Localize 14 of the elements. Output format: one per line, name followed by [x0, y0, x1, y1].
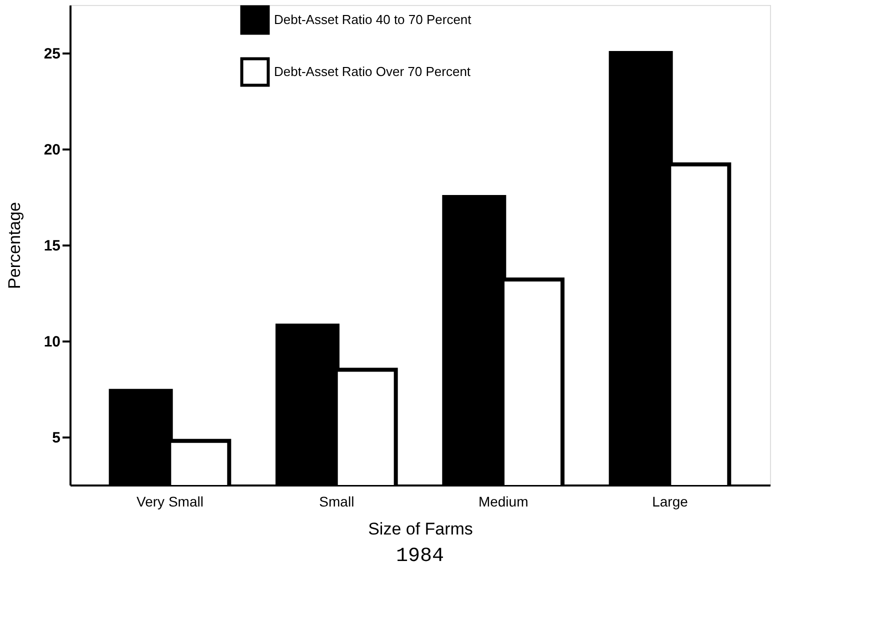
x-tick-label: Very Small: [136, 494, 204, 510]
y-tick-label: 10: [44, 334, 60, 350]
x-axis-title: Size of Farms: [368, 520, 473, 538]
x-tick-label: Large: [652, 494, 688, 510]
y-axis-title: Percentage: [4, 202, 24, 289]
x-tick-label: Medium: [478, 494, 528, 510]
y-tick-label: 25: [44, 46, 60, 62]
y-tick-label: 20: [44, 142, 60, 158]
legend-label: Debt-Asset Ratio 40 to 70 Percent: [274, 12, 472, 27]
text: 1984: [396, 545, 444, 568]
y-tick-label: 5: [52, 430, 60, 446]
legend-label: Debt-Asset Ratio Over 70 Percent: [274, 64, 471, 79]
y-tick-label: 15: [44, 238, 60, 254]
x-tick-label: Small: [319, 494, 354, 510]
